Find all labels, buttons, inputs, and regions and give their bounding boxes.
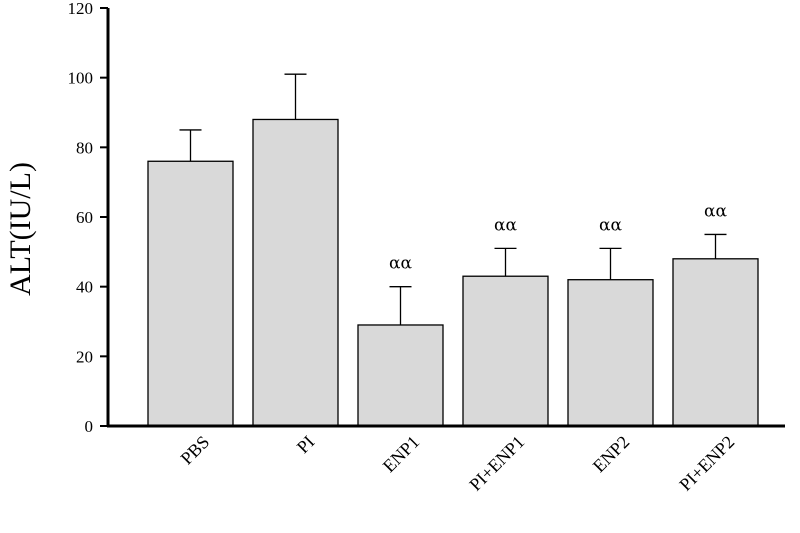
bar-pbs xyxy=(147,160,234,427)
bars xyxy=(147,118,759,427)
bar-pi xyxy=(252,118,339,427)
category-label: PI xyxy=(293,432,318,457)
bar-pi-enp1 xyxy=(462,275,549,427)
y-tick-label: 20 xyxy=(76,347,93,366)
significance-label: αα xyxy=(599,215,622,235)
significance-annotations: αα αα αα αα xyxy=(389,201,727,273)
y-tick-label: 100 xyxy=(68,69,94,88)
y-tick-label: 0 xyxy=(85,417,94,436)
y-tick-label: 80 xyxy=(76,138,93,157)
category-label: PI+ENP1 xyxy=(465,432,528,495)
category-label: PI+ENP2 xyxy=(675,432,738,495)
bar-enp1 xyxy=(357,324,444,427)
category-label: ENP2 xyxy=(589,432,634,477)
bar-pi-enp2 xyxy=(672,258,759,427)
significance-label: αα xyxy=(704,201,727,221)
category-label: PBS xyxy=(177,432,214,469)
bar-enp2 xyxy=(567,279,654,427)
y-tick-label: 40 xyxy=(76,278,93,297)
error-bars xyxy=(179,73,727,325)
y-axis-title: ALT(IU/L) xyxy=(4,162,37,296)
y-tick-label: 60 xyxy=(76,208,93,227)
x-axis-labels: PBS PI ENP1 PI+ENP1 ENP2 PI+ENP2 xyxy=(177,432,739,495)
significance-label: αα xyxy=(389,254,412,274)
category-label: ENP1 xyxy=(379,432,424,477)
y-axis-ticks: 0 20 40 60 80 100 120 xyxy=(68,0,108,436)
y-tick-label: 120 xyxy=(68,0,94,18)
significance-label: αα xyxy=(494,215,517,235)
